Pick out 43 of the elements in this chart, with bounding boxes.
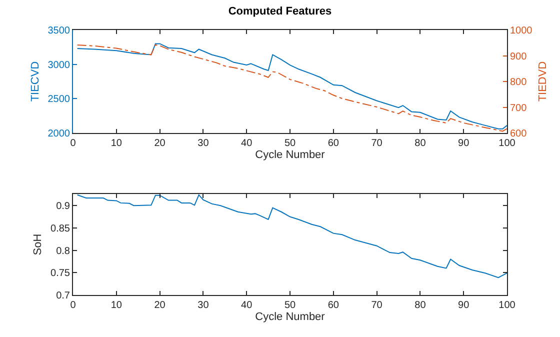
- x-tick-label: 80: [414, 138, 426, 149]
- y-tick-label: 3000: [48, 60, 70, 71]
- line-series: [76, 194, 507, 278]
- x-tick-label: 20: [154, 138, 166, 149]
- x-tick-label: 60: [328, 300, 340, 311]
- y-tick-label: 2000: [48, 128, 70, 140]
- y2-axis-title: TIEDVD: [536, 61, 549, 102]
- x-tick-label: 10: [110, 138, 122, 149]
- x-tick-label: 40: [241, 300, 253, 311]
- y-tick-label: 3500: [48, 26, 70, 36]
- x-tick-label: 60: [328, 138, 340, 149]
- x-tick-label: 30: [198, 138, 210, 149]
- x-tick-label: 0: [70, 300, 76, 311]
- x-axis-title: Cycle Number: [255, 149, 326, 162]
- x-tick-label: 50: [284, 138, 296, 149]
- y-tick-label: 0.85: [50, 223, 70, 234]
- x-tick-label: 50: [284, 300, 296, 311]
- y-tick-label: 0.8: [56, 246, 70, 257]
- x-tick-label: 0: [70, 138, 76, 149]
- y-tick-label: 0.9: [56, 201, 70, 212]
- chart-title: Computed Features: [228, 6, 332, 18]
- x-axis-title: Cycle Number: [255, 311, 326, 324]
- x-tick-label: 100: [498, 138, 516, 149]
- x-tick-label: 20: [154, 300, 166, 311]
- y-axis-title: TIECVD: [29, 61, 42, 102]
- x-tick-label: 70: [371, 138, 383, 149]
- y2-tick-label: 900: [510, 51, 528, 62]
- y-tick-label: 0.75: [50, 268, 70, 280]
- x-tick-label: 80: [414, 300, 426, 311]
- y2-tick-label: 700: [510, 102, 528, 114]
- y-axis-title: SoH: [32, 234, 44, 256]
- x-tick-label: 30: [198, 300, 210, 311]
- y-tick-label: 0.7: [56, 290, 70, 302]
- x-tick-label: 10: [110, 300, 122, 311]
- x-tick-label: 90: [458, 138, 470, 149]
- y2-tick-label: 1000: [510, 26, 533, 36]
- x-tick-label: 40: [241, 138, 253, 149]
- y2-tick-label: 600: [510, 128, 528, 140]
- y-tick-label: 2500: [48, 94, 70, 106]
- x-tick-label: 90: [458, 300, 470, 311]
- x-tick-label: 70: [371, 300, 383, 311]
- x-tick-label: 100: [498, 300, 516, 311]
- y2-tick-label: 800: [510, 77, 528, 88]
